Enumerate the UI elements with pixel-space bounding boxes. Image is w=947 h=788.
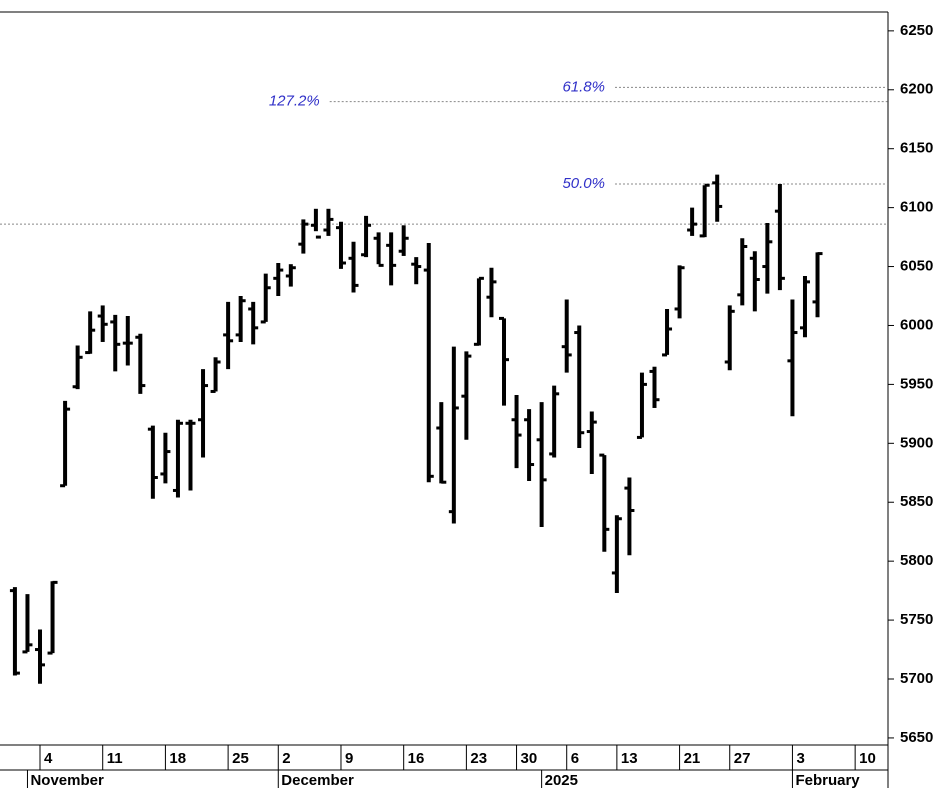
y-tick-label: 5650: [900, 729, 933, 746]
x-tick-label: 25: [232, 750, 249, 767]
x-tick-label: 18: [169, 750, 186, 767]
y-tick-label: 5950: [900, 375, 933, 392]
month-label: 2025: [545, 772, 578, 788]
x-tick-label: 21: [684, 750, 701, 767]
x-tick-label: 6: [571, 750, 579, 767]
x-tick-label: 3: [796, 750, 804, 767]
x-tick-label: 30: [521, 750, 538, 767]
month-label: February: [795, 772, 860, 788]
y-tick-label: 6100: [900, 199, 933, 216]
y-tick-label: 6000: [900, 316, 933, 333]
month-label: December: [281, 772, 354, 788]
x-tick-label: 2: [282, 750, 290, 767]
x-tick-label: 23: [470, 750, 487, 767]
x-tick-label: 4: [44, 750, 53, 767]
month-label: November: [30, 772, 104, 788]
x-tick-label: 27: [734, 750, 751, 767]
y-tick-label: 5750: [900, 611, 933, 628]
x-tick-label: 13: [621, 750, 638, 767]
y-tick-label: 5700: [900, 670, 933, 687]
level-label: 61.8%: [562, 78, 605, 95]
y-tick-label: 5900: [900, 434, 933, 451]
level-label: 50.0%: [562, 175, 605, 192]
y-tick-label: 6250: [900, 22, 933, 39]
y-tick-label: 5800: [900, 552, 933, 569]
x-tick-label: 10: [859, 750, 876, 767]
x-tick-label: 9: [345, 750, 353, 767]
x-tick-label: 11: [107, 750, 123, 767]
y-tick-label: 5850: [900, 493, 933, 510]
y-tick-label: 6050: [900, 258, 933, 275]
y-tick-label: 6150: [900, 140, 933, 157]
y-tick-label: 6200: [900, 81, 933, 98]
x-tick-label: 16: [408, 750, 425, 767]
level-label: 127.2%: [269, 93, 320, 110]
plot-area: [0, 12, 888, 745]
